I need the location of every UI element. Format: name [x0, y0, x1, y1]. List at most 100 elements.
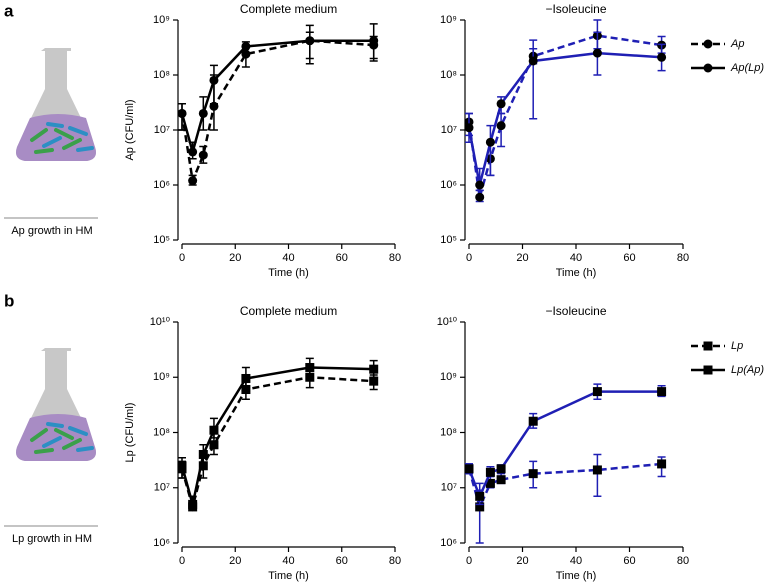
y-axis-label: Lp (CFU/ml): [124, 403, 136, 463]
y-tick-label: 10⁹: [440, 14, 457, 26]
y-tick-label: 10⁶: [153, 179, 170, 191]
error-bar: [305, 31, 314, 60]
marker: [369, 364, 379, 374]
series: [464, 31, 667, 192]
marker: [528, 56, 538, 66]
marker: [209, 440, 219, 450]
marker: [198, 449, 208, 459]
legend-marker: [703, 341, 713, 351]
legend-marker: [703, 39, 713, 49]
x-tick-label: 40: [570, 555, 582, 567]
chart-title: Complete medium: [240, 2, 337, 16]
y-tick-label: 10⁷: [441, 482, 457, 494]
marker: [305, 363, 315, 373]
y-tick-label: 10⁵: [440, 234, 457, 246]
y-tick-label: 10⁷: [154, 124, 170, 136]
flask-icon: [16, 348, 96, 461]
series-line: [180, 39, 374, 157]
marker: [464, 464, 474, 474]
x-tick-label: 80: [677, 252, 689, 264]
marker: [198, 108, 208, 118]
x-tick-label: 60: [336, 555, 348, 567]
marker: [305, 36, 315, 46]
marker: [241, 373, 251, 383]
x-tick-label: 80: [389, 555, 401, 567]
series-line: [180, 39, 374, 186]
x-tick-label: 0: [466, 555, 472, 567]
marker: [198, 150, 208, 160]
error-bar: [593, 453, 602, 498]
marker: [209, 425, 219, 435]
caption: Ap growth in HM: [11, 225, 92, 237]
y-tick-label: 10⁶: [440, 179, 457, 191]
x-tick-label: 20: [229, 555, 241, 567]
marker: [496, 464, 506, 474]
x-tick-label: 40: [570, 252, 582, 264]
marker: [475, 502, 485, 512]
y-tick-label: 10⁹: [153, 14, 170, 26]
marker: [188, 147, 198, 157]
marker: [592, 387, 602, 397]
y-tick-label: 10⁶: [440, 537, 457, 549]
series: [464, 19, 667, 203]
x-axis-label: Time (h): [556, 570, 597, 582]
marker: [528, 469, 538, 479]
x-tick-label: 40: [282, 555, 294, 567]
y-tick-label: 10⁹: [153, 371, 170, 383]
x-tick-label: 0: [179, 252, 185, 264]
y-tick-label: 10⁸: [153, 426, 170, 438]
x-tick-label: 60: [336, 252, 348, 264]
marker: [496, 121, 506, 131]
marker: [241, 49, 251, 59]
marker: [592, 48, 602, 58]
marker: [177, 108, 187, 118]
x-axis-label: Time (h): [268, 267, 309, 279]
y-tick-label: 10⁶: [153, 537, 170, 549]
x-tick-label: 60: [623, 252, 635, 264]
series: [464, 383, 667, 506]
marker: [475, 192, 485, 202]
marker: [305, 372, 315, 382]
y-tick-label: 10¹⁰: [437, 316, 458, 328]
y-tick-label: 10¹⁰: [150, 316, 171, 328]
marker: [496, 475, 506, 485]
x-tick-label: 80: [677, 555, 689, 567]
y-tick-label: 10⁸: [440, 426, 457, 438]
flask-icon: [16, 48, 96, 161]
x-axis-label: Time (h): [556, 267, 597, 279]
legend-label: Ap(Lp): [730, 62, 764, 74]
x-axis-label: Time (h): [268, 570, 309, 582]
legend-marker: [703, 63, 713, 73]
marker: [464, 123, 474, 133]
marker: [485, 478, 495, 488]
x-tick-label: 60: [623, 555, 635, 567]
marker: [496, 99, 506, 109]
x-tick-label: 0: [466, 252, 472, 264]
legend-label: Lp: [731, 340, 743, 352]
x-tick-label: 40: [282, 252, 294, 264]
chart-title: Complete medium: [240, 304, 337, 318]
legend-label: Lp(Ap): [731, 364, 764, 376]
chart-title: −Isoleucine: [545, 2, 606, 16]
x-tick-label: 20: [516, 252, 528, 264]
marker: [475, 180, 485, 190]
series: [177, 23, 379, 160]
series: [177, 366, 379, 512]
marker: [241, 41, 251, 51]
y-tick-label: 10⁷: [154, 482, 170, 494]
series-line: [467, 51, 662, 186]
marker: [485, 467, 495, 477]
marker: [528, 416, 538, 426]
series: [177, 357, 379, 511]
panel-label: a: [4, 1, 14, 20]
y-tick-label: 10⁸: [440, 69, 457, 81]
marker: [485, 137, 495, 147]
y-tick-label: 10⁹: [440, 371, 457, 383]
y-tick-label: 10⁵: [153, 234, 170, 246]
legend-label: Ap: [730, 38, 744, 50]
error-bar: [486, 124, 495, 177]
marker: [369, 376, 379, 386]
marker: [592, 465, 602, 475]
caption: Lp growth in HM: [12, 533, 92, 545]
